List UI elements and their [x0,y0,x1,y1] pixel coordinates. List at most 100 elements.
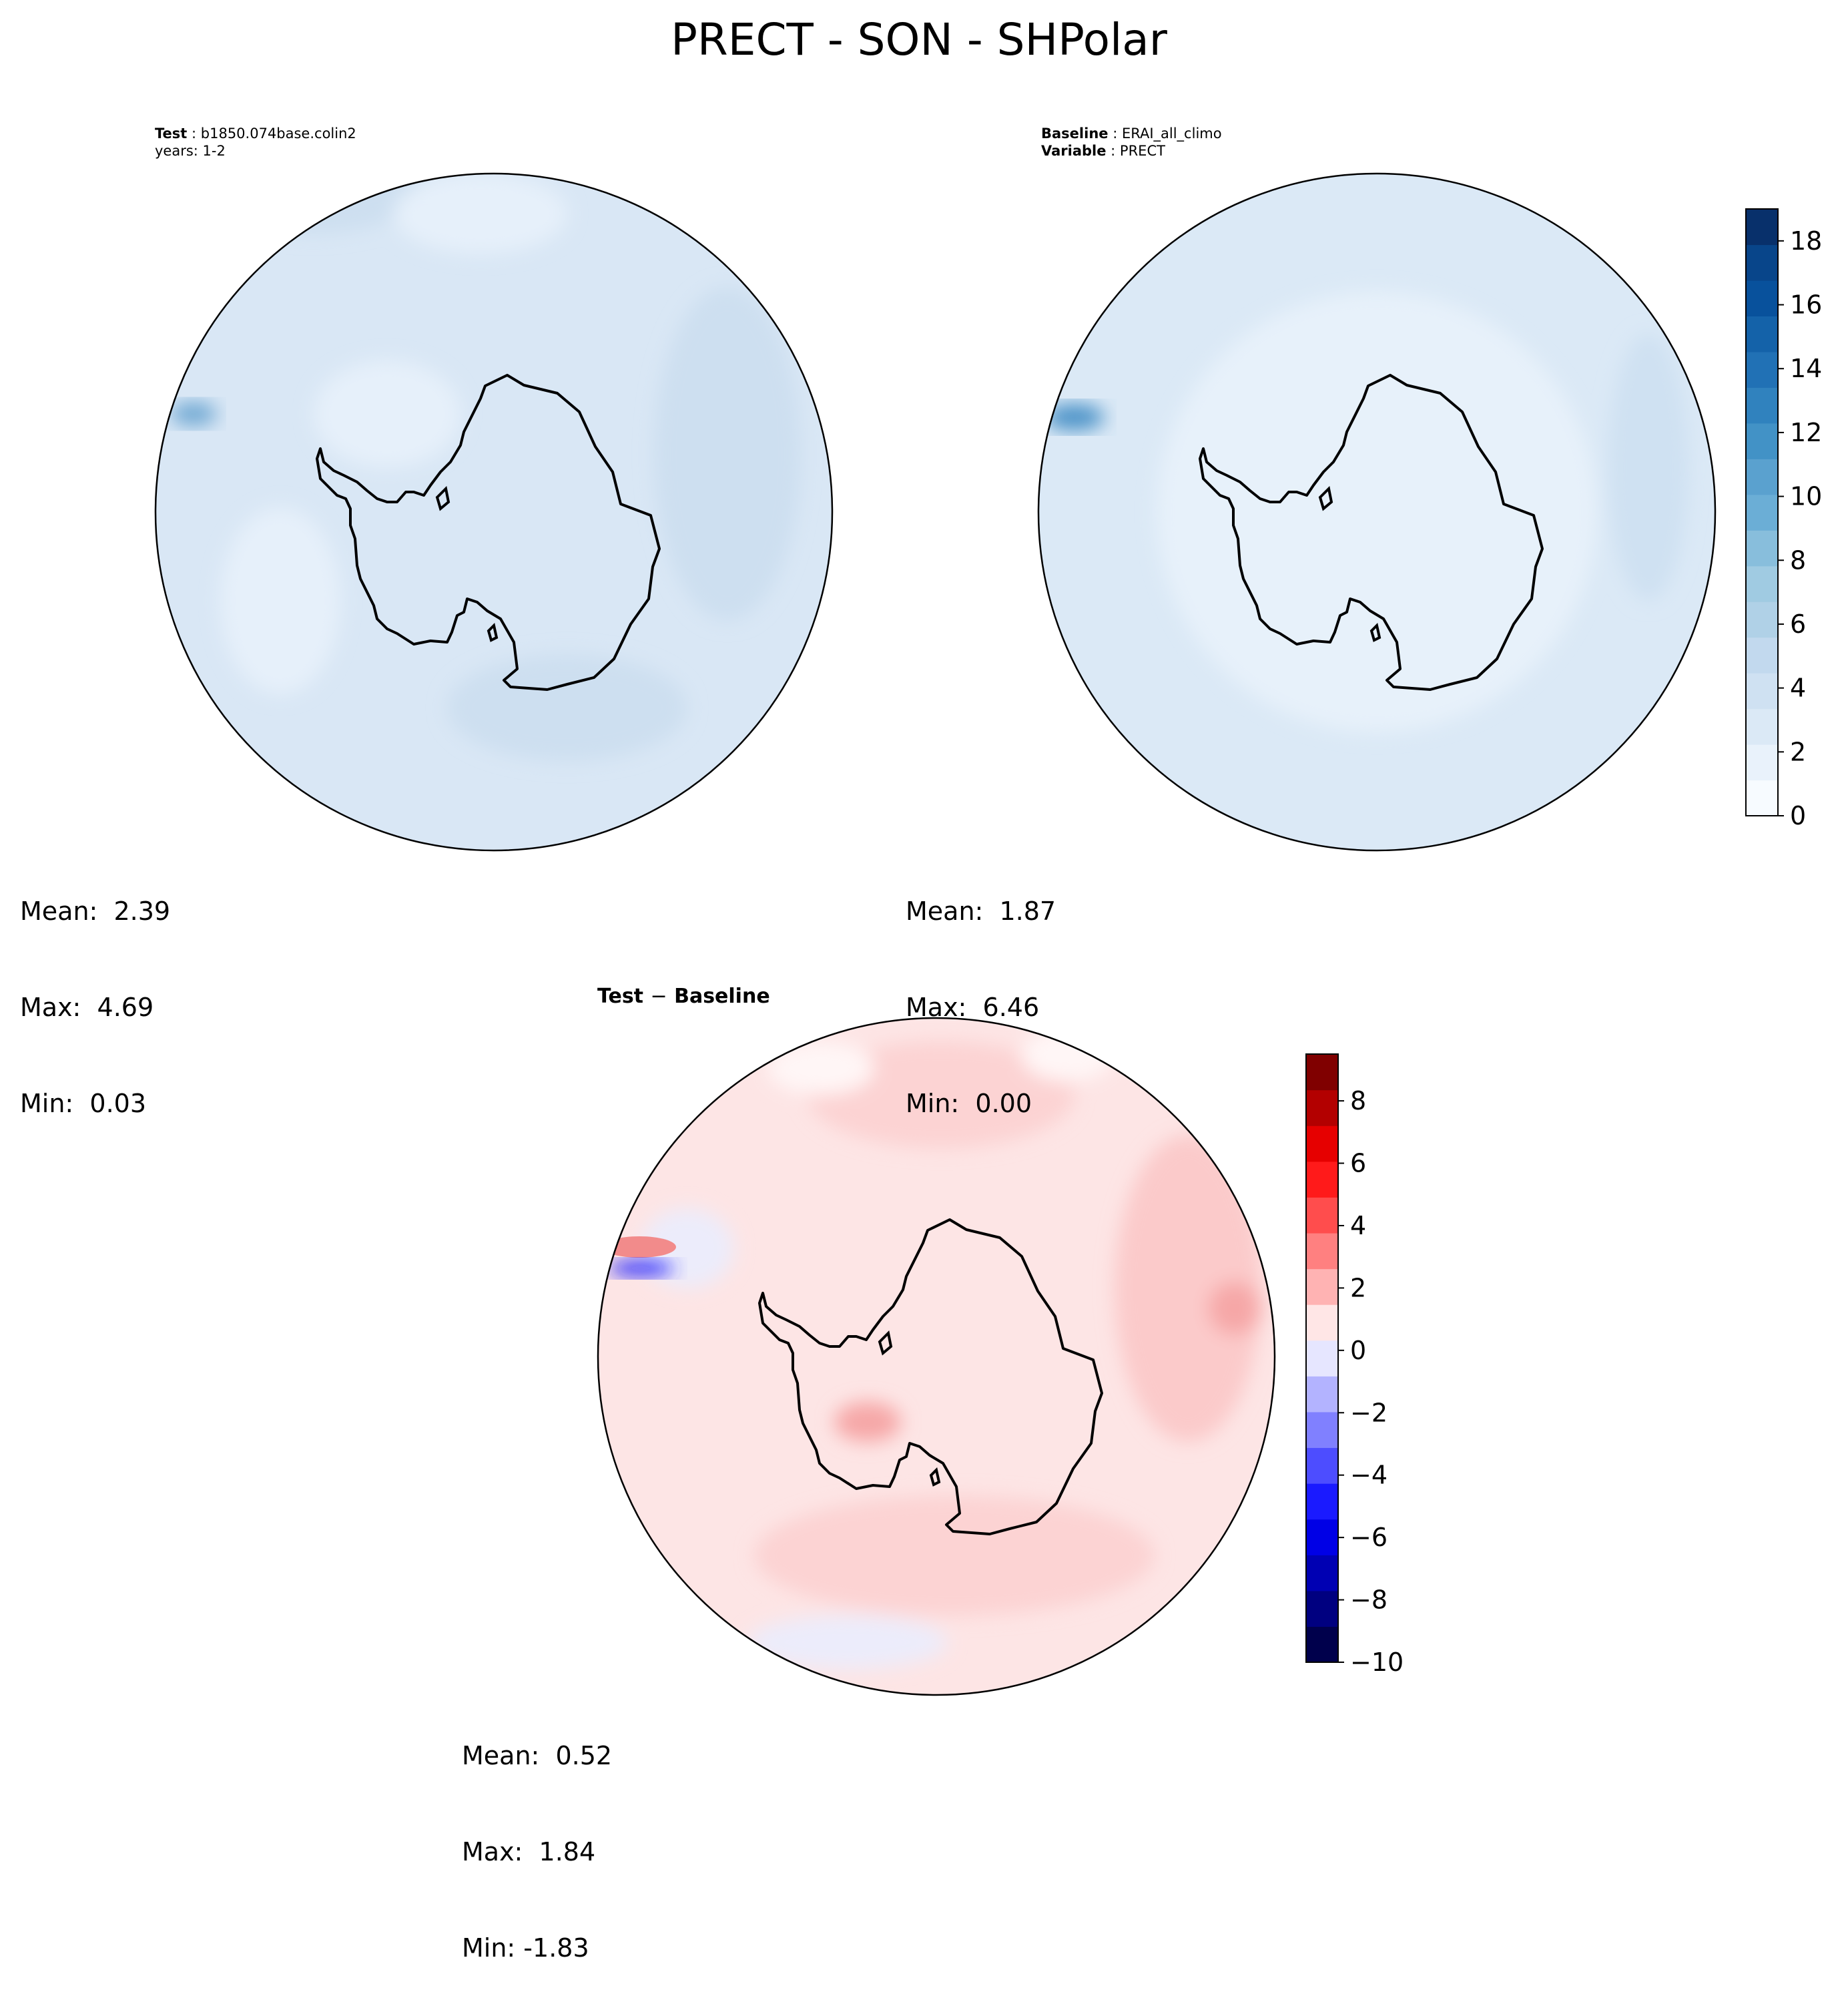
seq-colorbar-band [1746,494,1778,531]
div-colorbar-tick-label: 6 [1350,1149,1366,1178]
div-colorbar-tick-label: −4 [1350,1461,1388,1490]
div-colorbar-band [1306,1340,1338,1377]
seq-colorbar-band [1746,601,1778,638]
baseline-stats: Mean: 1.87 Max: 6.46 Min: 0.00 [906,831,1056,1152]
diff-mean: Mean: 0.52 [462,1741,613,1770]
seq-colorbar-bands [1746,209,1778,816]
baseline-mean: Mean: 1.87 [906,897,1056,926]
div-colorbar-band [1306,1268,1338,1305]
diff-min: Min: -1.83 [462,1933,589,1963]
baseline-variable-value: PRECT [1120,143,1165,159]
seq-colorbar-tick-label: 8 [1790,545,1806,575]
test-panel: Test : b1850.074base.colin2 years: 1-2 [154,126,834,852]
baseline-label-key: Baseline [1041,126,1109,142]
seq-colorbar-frame [1745,208,1779,816]
seq-colorbar-band [1746,708,1778,745]
test-label-sep: : [187,126,200,142]
div-colorbar-band [1306,1376,1338,1413]
seq-colorbar-band [1746,565,1778,602]
div-colorbar-bands [1306,1054,1338,1663]
seq-colorbar-ticks: 0 2 4 6 8 10 12 14 16 18 [1778,226,1822,830]
seq-colorbar-tick-label: 12 [1790,418,1822,447]
seq-colorbar-band [1746,387,1778,424]
baseline-variable-sep: : [1106,143,1119,159]
seq-colorbar-tick-label: 18 [1790,226,1822,256]
figure: PRECT - SON - SHPolar Test : b1850.074ba… [154,14,1822,1696]
figure-title: PRECT - SON - SHPolar [671,14,1168,65]
test-panel-label: Test : b1850.074base.colin2 [155,126,356,142]
div-colorbar-tick-label: −6 [1350,1523,1388,1552]
diff-title-sep-space-a [643,985,650,1008]
test-label-value: b1850.074base.colin2 [201,126,356,142]
diff-title-sep: − [650,985,667,1008]
seq-colorbar-band [1746,637,1778,674]
seq-colorbar-tick-label: 10 [1790,482,1822,511]
seq-colorbar-band [1746,673,1778,710]
div-colorbar-band [1306,1304,1338,1341]
baseline-label-sep: : [1109,126,1122,142]
seq-colorbar-tick-label: 2 [1790,737,1806,766]
div-colorbar-band [1306,1447,1338,1484]
baseline-panel: Baseline : ERAI_all_climo Variable : PRE… [1037,126,1822,852]
baseline-panel-label: Baseline : ERAI_all_climo [1041,126,1222,142]
div-colorbar-tick-label: −10 [1350,1648,1404,1677]
div-colorbar-band [1306,1519,1338,1555]
seq-colorbar-band [1746,316,1778,352]
div-colorbar-tick-label: −2 [1350,1398,1388,1427]
test-map-boundary [154,172,834,852]
seq-colorbar-band [1746,744,1778,781]
div-colorbar: −10 −8 −6 −4 −2 0 2 4 6 8 [1305,1053,1404,1677]
baseline-map [1038,174,1715,850]
div-colorbar-ticks: −10 −8 −6 −4 −2 0 2 4 6 8 [1338,1086,1404,1677]
test-max: Max: 4.69 [20,993,154,1022]
div-colorbar-band [1306,1161,1338,1198]
seq-colorbar-tick-label: 4 [1790,674,1806,703]
test-label-key: Test [155,126,187,142]
baseline-max: Max: 6.46 [906,993,1040,1022]
div-colorbar-band [1306,1555,1338,1591]
seq-colorbar-tick-label: 16 [1790,290,1822,320]
test-mean: Mean: 2.39 [20,897,171,926]
diff-panel-title: Test − Baseline [597,985,770,1008]
div-colorbar-band [1306,1197,1338,1234]
seq-colorbar-band [1746,530,1778,567]
diff-title-a: Test [597,985,643,1008]
seq-colorbar-band [1746,459,1778,495]
diff-title-sep-space-b [667,985,674,1008]
div-colorbar-band [1306,1411,1338,1449]
test-stats: Mean: 2.39 Max: 4.69 Min: 0.03 [20,831,170,1152]
diff-map [598,1018,1275,1695]
baseline-variable-label: Variable : PRECT [1041,143,1165,159]
seq-colorbar-tick-label: 6 [1790,609,1806,639]
seq-colorbar-band [1746,423,1778,459]
div-colorbar-tick-label: −8 [1350,1585,1388,1615]
seq-colorbar-tick-label: 0 [1790,801,1806,830]
div-colorbar-band [1306,1126,1338,1162]
div-colorbar-tick-label: 0 [1350,1336,1366,1365]
seq-colorbar-band [1746,351,1778,388]
test-years-label: years: 1-2 [155,143,226,159]
baseline-min: Min: 0.00 [906,1089,1032,1118]
div-colorbar-band [1306,1232,1338,1270]
baseline-variable-key: Variable [1041,143,1106,159]
diff-map-boundary [597,1017,1276,1696]
div-colorbar-band [1306,1483,1338,1520]
diff-max: Max: 1.84 [462,1837,596,1866]
div-colorbar-band [1306,1054,1338,1091]
seq-colorbar-band [1746,244,1778,281]
div-colorbar-band [1306,1626,1338,1663]
seq-colorbar-band [1746,280,1778,317]
div-colorbar-tick-label: 4 [1350,1211,1366,1240]
div-colorbar-frame [1305,1053,1339,1663]
div-colorbar-tick-label: 8 [1350,1086,1366,1115]
baseline-label-value: ERAI_all_climo [1122,126,1222,142]
seq-colorbar: 0 2 4 6 8 10 12 14 16 18 [1745,208,1822,830]
test-min: Min: 0.03 [20,1089,146,1118]
seq-colorbar-band [1746,780,1778,816]
seq-colorbar-band [1746,209,1778,246]
diff-title-b: Baseline [674,985,770,1008]
seq-colorbar-tick-label: 14 [1790,354,1822,383]
diff-stats: Mean: 0.52 Max: 1.84 Min: -1.83 [462,1676,612,1996]
baseline-map-boundary [1037,172,1717,852]
